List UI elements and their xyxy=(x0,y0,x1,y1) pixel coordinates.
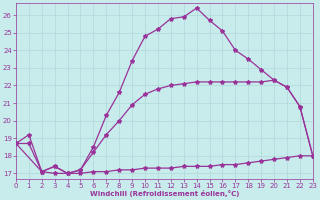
X-axis label: Windchill (Refroidissement éolien,°C): Windchill (Refroidissement éolien,°C) xyxy=(90,190,239,197)
